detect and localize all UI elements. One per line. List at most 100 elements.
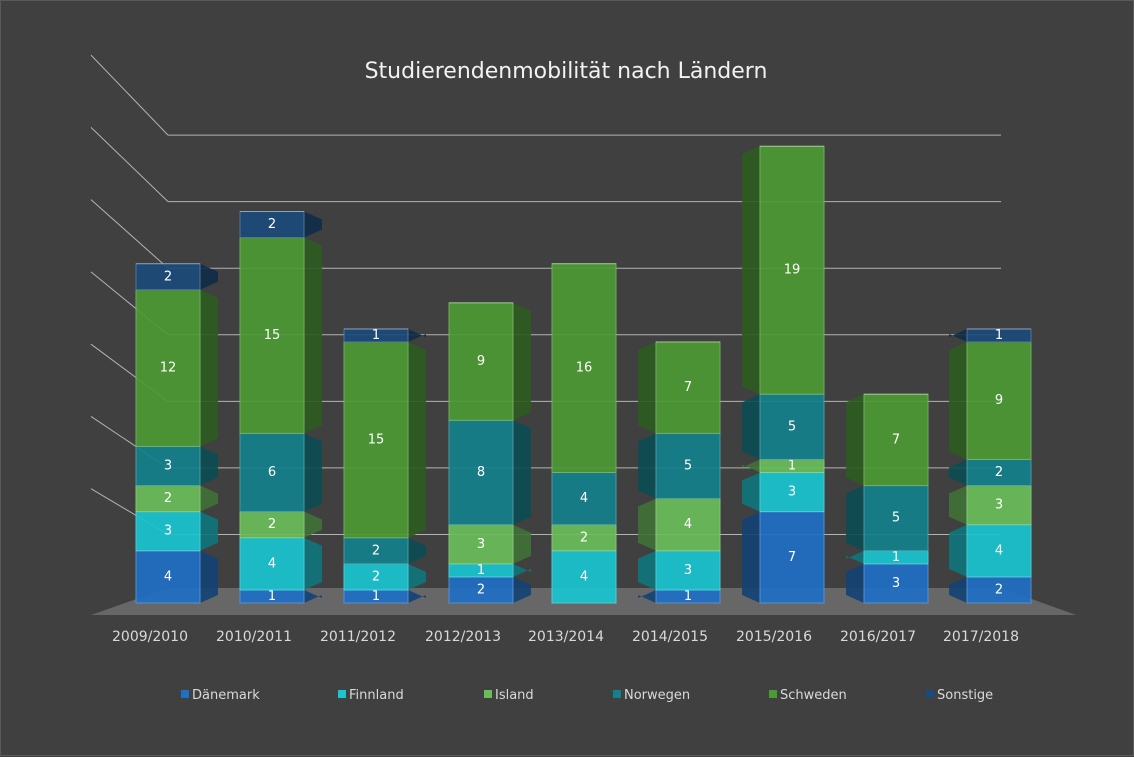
bar-side-face [408, 563, 426, 590]
bar-front-face [448, 419, 514, 526]
bar-segment: 9 [448, 302, 531, 421]
data-label: 4 [580, 569, 588, 584]
bar-front-face [551, 472, 617, 526]
data-label: 1 [788, 458, 796, 473]
bar-segment: 3 [638, 550, 721, 591]
bar-side-face [846, 485, 864, 551]
bar-side-face [200, 263, 218, 290]
bar-segment: 1 [343, 328, 426, 343]
legend-item: Norwegen [613, 688, 690, 703]
bar-segment: 5 [846, 485, 929, 552]
bar-side-face [742, 459, 760, 473]
bar-segment: 3 [135, 511, 218, 552]
data-label: 1 [477, 563, 485, 578]
bar-side-face [949, 342, 967, 460]
legend-swatch [338, 690, 346, 698]
bar-side-face [513, 524, 531, 564]
bar-segment: 4 [949, 524, 1032, 578]
bar-side-face [742, 511, 760, 603]
data-label: 19 [784, 263, 801, 278]
bar-segment: 2 [343, 537, 426, 565]
gridline-side [90, 54, 169, 136]
data-label: 2 [164, 269, 172, 284]
bar-front-face [239, 511, 305, 539]
bar-side-face [304, 211, 322, 238]
category-tick-label: 2016/2017 [840, 629, 916, 645]
data-label: 4 [995, 543, 1003, 558]
category-tick-label: 2012/2013 [425, 629, 501, 645]
legend-item: Sonstige [926, 688, 993, 703]
bar-segment: 16 [551, 263, 617, 474]
bar-segment: 7 [638, 341, 721, 434]
bar-segment: 6 [239, 432, 322, 513]
bar-side-face [846, 550, 864, 564]
bar-side-face [513, 420, 531, 525]
legend-swatch [769, 690, 777, 698]
data-label: 7 [892, 432, 900, 447]
data-label: 3 [788, 485, 796, 500]
data-label: 1 [268, 589, 276, 604]
bar-side-face [408, 328, 426, 342]
bar-side-face [304, 433, 322, 512]
bar-front-face [863, 563, 929, 604]
bar-side-face [200, 485, 218, 512]
data-label: 6 [268, 465, 276, 480]
bar-front-face [966, 328, 1032, 343]
data-label: 1 [372, 589, 380, 604]
data-label: 2 [372, 543, 380, 558]
data-label: 3 [995, 498, 1003, 513]
data-label: 2 [477, 582, 485, 597]
bar-side-face [513, 576, 531, 603]
bar-segment: 12 [135, 289, 218, 447]
bar-segment: 15 [343, 341, 426, 539]
bar-segment: 7 [742, 511, 825, 604]
bar-side-face [304, 511, 322, 538]
bar-front-face [863, 485, 929, 552]
bar-side-face [638, 342, 656, 434]
gridline-side [90, 127, 169, 203]
bar-side-face [949, 576, 967, 603]
bar-segment: 3 [846, 563, 929, 604]
bar-front-face [655, 498, 721, 552]
bar-front-face [966, 341, 1032, 460]
bar-segment: 5 [638, 432, 721, 500]
legend-swatch [484, 690, 492, 698]
bar-front-face [239, 237, 305, 434]
category-labels: 2009/2010 2010/2011 2011/2012 2012/2013 2013… [112, 629, 1019, 645]
bar-segment: 2 [949, 458, 1032, 487]
bar-side-face [304, 589, 322, 603]
bar-side-face [200, 446, 218, 486]
bar-front-face [239, 211, 305, 239]
bar-segment: 1 [239, 589, 322, 604]
bar-segment: 19 [742, 145, 825, 395]
bar-segment: 2 [135, 263, 218, 291]
bar-segment: 2 [949, 576, 1032, 604]
bar-stack: 1 4 2 6 15 2 [239, 211, 322, 604]
data-label: 3 [477, 537, 485, 552]
data-label: 2 [268, 517, 276, 532]
bar-front-face [655, 432, 721, 500]
bar-side-face [200, 511, 218, 551]
bar-segment: 1 [343, 589, 426, 604]
data-label: 12 [160, 361, 177, 376]
bar-segment: 4 [638, 498, 721, 552]
bar-side-face [408, 589, 426, 603]
gridline-side [90, 199, 169, 269]
bar-segment: 7 [846, 393, 929, 487]
data-label: 4 [684, 517, 692, 532]
bar-side-face [742, 394, 760, 460]
data-label: 5 [684, 458, 692, 473]
bar-segment: 2 [448, 576, 531, 604]
data-label: 2 [268, 217, 276, 232]
bar-stack: 4 2 4 16 [551, 263, 617, 604]
bar-stack: 3 1 5 7 [846, 393, 929, 604]
bar-segment: 3 [742, 472, 825, 513]
bar-side-face [304, 537, 322, 590]
bar-front-face [448, 576, 514, 604]
data-label: 3 [684, 563, 692, 578]
category-tick-label: 2014/2015 [632, 629, 708, 645]
bar-front-face [655, 341, 721, 434]
bar-front-face [759, 511, 825, 604]
bar-front-face [863, 393, 929, 487]
